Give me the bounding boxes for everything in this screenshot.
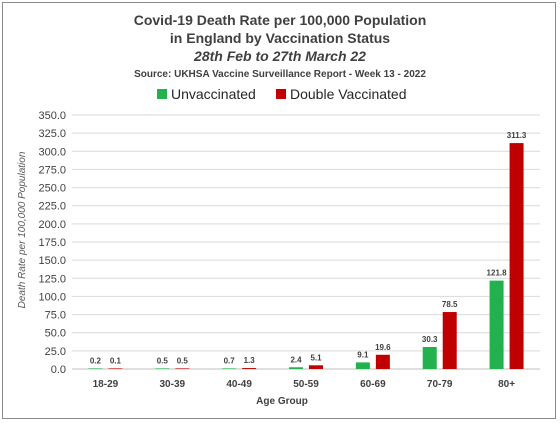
legend-swatch-double-vaccinated: [276, 89, 286, 99]
data-label: 1.3: [244, 356, 256, 365]
data-label: 311.3: [507, 131, 527, 140]
data-label: 0.1: [110, 356, 122, 365]
legend-label-unvaccinated: Unvaccinated: [171, 86, 256, 102]
data-label: 0.5: [177, 356, 189, 365]
x-category-label: 40-49: [226, 379, 252, 390]
bar-unvaccinated-18-29: [88, 368, 103, 369]
y-tick-label: 25.0: [45, 346, 66, 358]
x-category-label: 30-39: [159, 379, 185, 390]
y-tick-label: 200.0: [38, 219, 66, 231]
y-tick-label: 325.0: [38, 128, 66, 140]
data-label: 19.6: [375, 343, 391, 352]
y-tick-label: 175.0: [38, 237, 66, 249]
bar-unvaccinated-30-39: [155, 368, 170, 369]
data-label: 0.7: [224, 356, 236, 365]
y-tick-label: 125.0: [38, 273, 66, 285]
bar-double-vaccinated-80+: [509, 143, 524, 369]
y-axis-title: Death Rate per 100,000 Population: [17, 151, 28, 308]
legend-swatch-unvaccinated: [157, 89, 167, 99]
x-axis-title: Age Group: [256, 396, 308, 407]
chart-title-line2: in England by Vaccination Status: [170, 30, 390, 46]
y-tick-label: 300.0: [38, 146, 66, 158]
data-label: 5.1: [310, 353, 322, 362]
bar-unvaccinated-50-59: [289, 367, 303, 369]
x-category-label: 70-79: [427, 379, 453, 390]
gridlines: [72, 114, 540, 370]
x-category-label: 80+: [498, 379, 515, 390]
data-label: 78.5: [442, 300, 458, 309]
y-tick-label: 50.0: [45, 328, 66, 340]
bar-double-vaccinated-70-79: [442, 312, 457, 369]
x-category-label: 50-59: [293, 379, 319, 390]
data-label: 9.1: [357, 350, 369, 359]
chart-frame: [2, 2, 556, 419]
bar-double-vaccinated-50-59: [309, 365, 323, 369]
data-label: 0.2: [90, 356, 102, 365]
y-tick-label: 0.0: [51, 364, 66, 376]
y-tick-label: 225.0: [38, 201, 66, 213]
data-label: 2.4: [290, 355, 302, 364]
bar-double-vaccinated-40-49: [242, 368, 257, 369]
chart-source: Source: UKHSA Vaccine Surveillance Repor…: [134, 69, 426, 80]
y-axis-ticks: 0.0 25.0 50.0 75.0 100.0 125.0 150.0 175.0 200.0…: [38, 110, 66, 376]
bars: [88, 143, 524, 369]
y-tick-label: 75.0: [45, 310, 66, 322]
bar-double-vaccinated-60-69: [375, 354, 390, 369]
data-labels: 0.2 0.1 0.5 0.5 0.7 1.3 2.4 5.1 9.1 19.6 30.3 78.5 1…: [90, 131, 527, 365]
data-label: 30.3: [422, 335, 438, 344]
chart-title: Covid-19 Death Rate per 100,000 Populati…: [134, 12, 427, 28]
y-tick-label: 150.0: [38, 255, 66, 267]
bar-unvaccinated-40-49: [222, 368, 237, 369]
x-category-label: 60-69: [360, 379, 386, 390]
bar-double-vaccinated-18-29: [108, 368, 123, 369]
y-tick-label: 275.0: [38, 164, 66, 176]
chart-subtitle: 28th Feb to 27th March 22: [193, 48, 366, 64]
bar-double-vaccinated-30-39: [175, 368, 190, 369]
data-label: 121.8: [487, 269, 508, 278]
x-axis-categories: 18-29 30-39 40-49 50-59 60-69 70-79 80+: [93, 379, 516, 390]
x-category-label: 18-29: [93, 379, 119, 390]
y-tick-label: 250.0: [38, 183, 66, 195]
data-label: 0.5: [157, 356, 169, 365]
bar-unvaccinated-80+: [489, 280, 504, 369]
bar-unvaccinated-70-79: [422, 347, 437, 369]
y-tick-label: 350.0: [38, 110, 66, 122]
legend: Unvaccinated Double Vaccinated: [157, 86, 406, 102]
y-tick-label: 100.0: [38, 291, 66, 303]
legend-label-double-vaccinated: Double Vaccinated: [290, 86, 406, 102]
bar-unvaccinated-60-69: [355, 362, 370, 369]
